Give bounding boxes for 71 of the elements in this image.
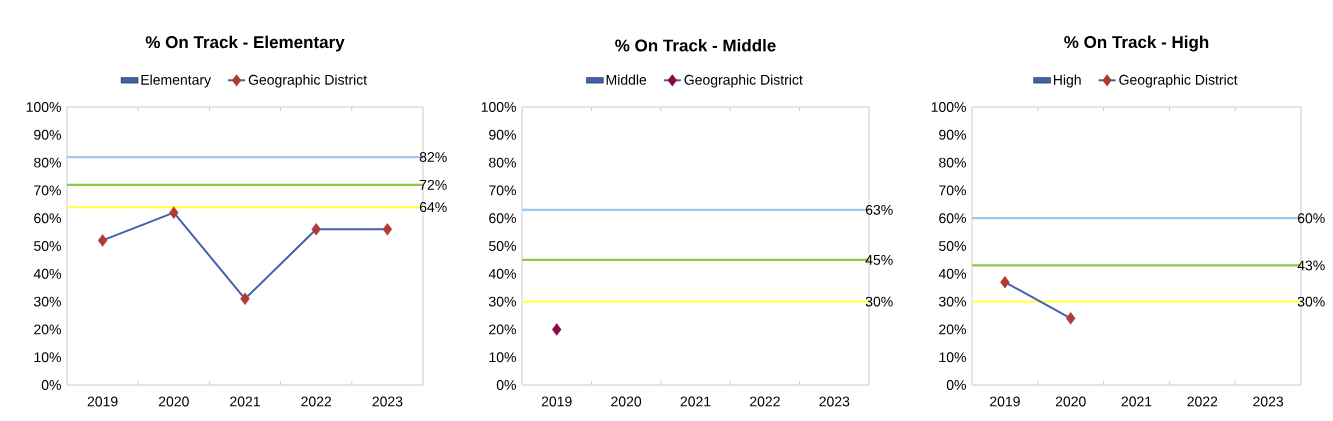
x-tick-label: 2022 — [750, 396, 780, 407]
ref-line-label: 60% — [1297, 213, 1325, 224]
y-tick-label: 70% — [939, 185, 966, 196]
x-tick-label: 2019 — [541, 396, 572, 407]
y-tick-label: 80% — [489, 157, 516, 168]
y-tick-label: 0% — [496, 380, 516, 390]
legend-label: Geographic District — [1119, 74, 1238, 88]
y-tick-label: 30% — [33, 296, 61, 307]
y-tick-label: 50% — [939, 241, 966, 251]
x-tick-label: 2021 — [1121, 396, 1152, 407]
ref-line-label: 63% — [865, 204, 893, 215]
legend-label: Geographic District — [248, 74, 367, 88]
y-tick-label: 100% — [26, 102, 61, 112]
legend-label: Geographic District — [684, 74, 803, 88]
x-tick-label: 2022 — [1187, 396, 1218, 407]
y-tick-label: 20% — [939, 324, 966, 335]
x-tick-label: 2020 — [1055, 396, 1086, 407]
ref-line-label: 30% — [865, 296, 893, 307]
y-tick-label: 70% — [489, 185, 516, 196]
x-tick-label: 2021 — [230, 396, 260, 407]
y-tick-label: 10% — [34, 352, 61, 363]
y-tick-label: 60% — [939, 213, 966, 224]
y-tick-label: 40% — [938, 268, 966, 279]
x-tick-label: 2020 — [158, 396, 189, 407]
ref-line-label: 30% — [1297, 296, 1325, 307]
y-tick-label: 20% — [34, 324, 61, 335]
chart-title: % On Track - High — [1064, 35, 1209, 52]
x-tick-label: 2022 — [301, 396, 332, 407]
y-tick-label: 50% — [489, 241, 516, 251]
y-tick-label: 40% — [488, 268, 516, 279]
y-tick-label: 0% — [946, 380, 966, 390]
point — [169, 206, 179, 219]
y-tick-label: 20% — [489, 324, 516, 335]
y-tick-label: 30% — [489, 296, 516, 307]
y-tick-label: 80% — [939, 157, 966, 168]
legend-label: Middle — [606, 74, 647, 85]
ref-line-label: 43% — [1297, 260, 1325, 271]
chart-title: % On Track - Middle — [615, 39, 776, 52]
ref-line-label: 45% — [865, 254, 893, 265]
y-tick-label: 100% — [931, 102, 966, 112]
ref-line-label: 72% — [419, 179, 447, 190]
point — [311, 223, 321, 236]
y-tick-label: 40% — [33, 268, 61, 279]
y-tick-label: 100% — [481, 102, 516, 112]
y-tick-label: 10% — [939, 352, 966, 363]
x-tick-label: 2021 — [680, 396, 711, 407]
chart-title: % On Track - Elementary — [145, 35, 345, 52]
x-tick-label: 2023 — [819, 396, 850, 407]
y-tick-label: 30% — [939, 296, 966, 307]
y-tick-label: 60% — [34, 213, 61, 224]
y-tick-label: 50% — [34, 241, 61, 251]
x-tick-label: 2020 — [611, 396, 642, 407]
x-tick-label: 2019 — [990, 396, 1020, 407]
y-tick-label: 90% — [34, 129, 61, 140]
x-tick-label: 2019 — [87, 396, 118, 407]
y-tick-label: 90% — [939, 129, 966, 140]
ref-line-label: 82% — [419, 152, 447, 162]
y-tick-label: 60% — [489, 213, 516, 224]
point — [97, 234, 108, 247]
y-tick-label: 10% — [489, 352, 516, 363]
x-tick-label: 2023 — [1253, 396, 1284, 407]
legend-label: High — [1053, 74, 1081, 88]
point — [382, 223, 393, 236]
y-tick-label: 90% — [489, 129, 516, 140]
point — [240, 292, 250, 306]
ref-line-label: 64% — [419, 202, 447, 213]
legend-label: Elementary — [141, 74, 212, 88]
x-tick-label: 2023 — [372, 396, 403, 407]
y-tick-label: 80% — [34, 157, 61, 168]
y-tick-label: 0% — [41, 380, 61, 390]
y-tick-label: 70% — [34, 185, 61, 196]
